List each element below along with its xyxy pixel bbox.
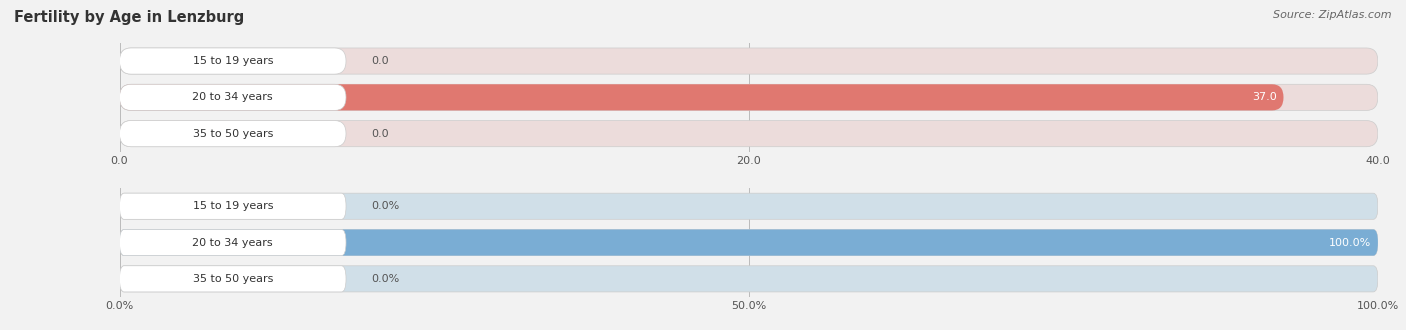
FancyBboxPatch shape [120, 84, 1284, 111]
Text: 37.0: 37.0 [1253, 92, 1277, 102]
Text: 0.0: 0.0 [371, 129, 389, 139]
Text: 0.0: 0.0 [371, 56, 389, 66]
FancyBboxPatch shape [120, 84, 1378, 111]
FancyBboxPatch shape [120, 266, 1378, 292]
FancyBboxPatch shape [120, 48, 1378, 74]
FancyBboxPatch shape [120, 266, 346, 292]
Text: 20 to 34 years: 20 to 34 years [193, 92, 273, 102]
Text: 0.0%: 0.0% [371, 274, 399, 284]
FancyBboxPatch shape [120, 120, 1378, 147]
Text: 15 to 19 years: 15 to 19 years [193, 201, 273, 211]
FancyBboxPatch shape [120, 193, 346, 219]
FancyBboxPatch shape [120, 229, 1378, 256]
FancyBboxPatch shape [120, 193, 1378, 219]
Text: Source: ZipAtlas.com: Source: ZipAtlas.com [1274, 10, 1392, 20]
Text: 35 to 50 years: 35 to 50 years [193, 274, 273, 284]
Text: Fertility by Age in Lenzburg: Fertility by Age in Lenzburg [14, 10, 245, 25]
Text: 15 to 19 years: 15 to 19 years [193, 56, 273, 66]
Text: 100.0%: 100.0% [1329, 238, 1371, 248]
FancyBboxPatch shape [120, 84, 346, 111]
Text: 35 to 50 years: 35 to 50 years [193, 129, 273, 139]
Text: 0.0%: 0.0% [371, 201, 399, 211]
Text: 20 to 34 years: 20 to 34 years [193, 238, 273, 248]
FancyBboxPatch shape [120, 120, 346, 147]
FancyBboxPatch shape [120, 48, 346, 74]
FancyBboxPatch shape [120, 229, 1378, 256]
FancyBboxPatch shape [120, 229, 346, 256]
